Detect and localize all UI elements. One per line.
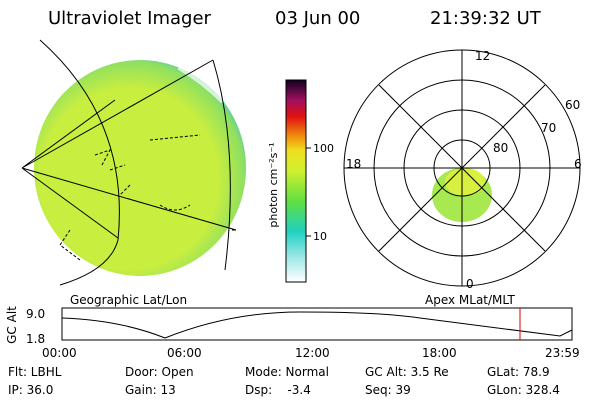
info-field: GLat: 78.9	[487, 365, 550, 379]
lat-label: 60	[565, 98, 580, 112]
orbit-x-tick: 23:59	[545, 346, 580, 360]
info-field: Mode: Normal	[245, 365, 329, 379]
title: Ultraviolet Imager	[48, 8, 212, 29]
colorbar	[285, 79, 307, 283]
mlt-label: 12	[475, 49, 490, 63]
mlt-label: 0	[466, 277, 474, 291]
colorbar-tick: 10	[313, 230, 327, 243]
orbit-x-tick: 12:00	[295, 346, 330, 360]
orbit-y-tick: 1.8	[26, 332, 45, 346]
globe-image	[21, 39, 246, 286]
info-field: Dsp: -3.4	[245, 383, 311, 397]
lat-label: 70	[541, 121, 556, 135]
info-field: GC Alt: 3.5 Re	[365, 365, 449, 379]
date: 03 Jun 00	[275, 8, 360, 29]
polar-grid	[343, 49, 581, 287]
info-field: Flt: LBHL	[8, 365, 62, 379]
orbit-x-tick: 06:00	[167, 346, 202, 360]
panel-label: Apex MLat/MLT	[425, 293, 515, 307]
info-field: IP: 36.0	[8, 383, 53, 397]
info-field: Door: Open	[125, 365, 194, 379]
mlt-label: 18	[346, 157, 361, 171]
lat-label: 80	[493, 141, 508, 155]
info-field: GLon: 328.4	[487, 383, 560, 397]
orbit-y-tick: 9.0	[26, 307, 45, 321]
colorbar-tick: 100	[313, 142, 334, 155]
panel-label: Geographic Lat/Lon	[70, 293, 187, 307]
colorbar-label: photon cm⁻²s⁻¹	[267, 142, 280, 227]
orbit-x-tick: 18:00	[422, 346, 457, 360]
info-field: Seq: 39	[365, 383, 411, 397]
orbit-y-label: GC Alt	[5, 306, 19, 344]
info-field: Gain: 13	[125, 383, 176, 397]
time: 21:39:32 UT	[430, 8, 542, 29]
orbit-x-tick: 00:00	[42, 346, 77, 360]
mlt-label: 6	[574, 157, 582, 171]
orbit-plot	[61, 307, 573, 341]
